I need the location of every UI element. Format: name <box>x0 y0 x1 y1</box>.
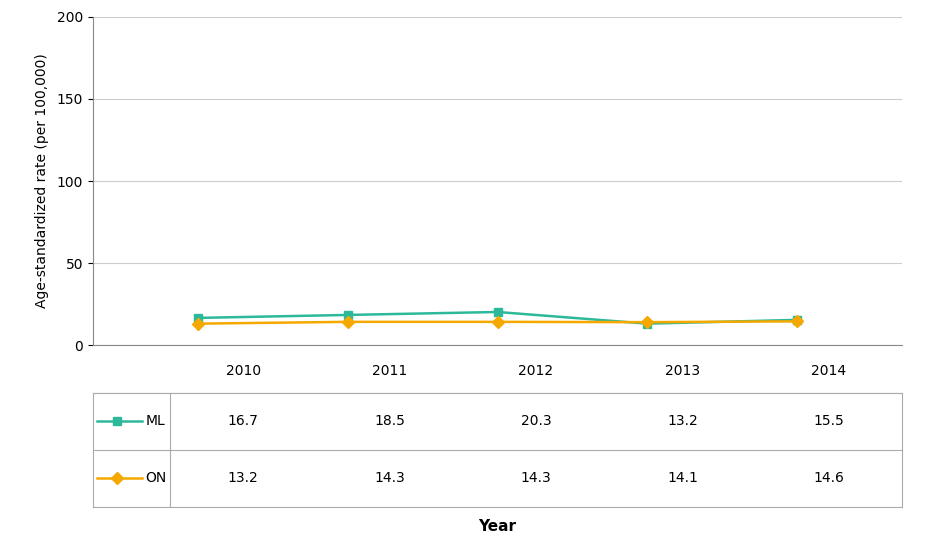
Text: 14.6: 14.6 <box>814 471 844 485</box>
Text: 2011: 2011 <box>372 364 407 378</box>
Text: ON: ON <box>146 471 166 485</box>
Text: 13.2: 13.2 <box>228 471 259 485</box>
Text: 20.3: 20.3 <box>521 414 551 428</box>
Text: 13.2: 13.2 <box>667 414 698 428</box>
Text: ML: ML <box>146 414 166 428</box>
Text: 18.5: 18.5 <box>374 414 405 428</box>
Text: 2012: 2012 <box>518 364 553 378</box>
Text: 14.3: 14.3 <box>374 471 405 485</box>
Text: 2010: 2010 <box>226 364 260 378</box>
Text: 2014: 2014 <box>811 364 846 378</box>
Text: 16.7: 16.7 <box>228 414 259 428</box>
Text: 14.3: 14.3 <box>521 471 551 485</box>
Text: 2013: 2013 <box>665 364 700 378</box>
Text: 14.1: 14.1 <box>667 471 698 485</box>
Y-axis label: Age-standardized rate (per 100,000): Age-standardized rate (per 100,000) <box>34 53 48 309</box>
Text: 15.5: 15.5 <box>814 414 844 428</box>
Text: Year: Year <box>479 520 516 534</box>
